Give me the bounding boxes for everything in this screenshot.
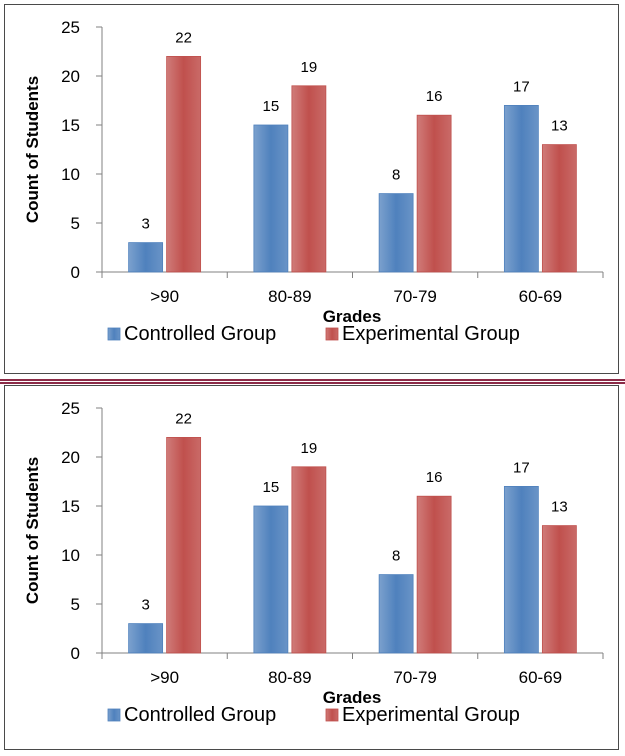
data-label: 19 [301,440,318,457]
bar-experimental [541,525,577,654]
bar-chart-top: 0 5 10 15 20 25 Count of Students >90 3 22 80-89 15… [23,18,604,345]
y-tick-label: 20 [61,67,80,86]
bar-experimental [166,437,202,654]
legend-swatch-controlled [107,708,121,722]
bar-controlled [378,574,414,654]
x-tick-label: 60-69 [519,287,562,306]
bar-experimental [541,144,577,273]
legend-swatch-experimental [325,708,339,722]
legend-label-experimental: Experimental Group [342,323,520,345]
bar-controlled [253,124,289,273]
y-tick-label: 15 [61,497,80,516]
y-tick-label: 10 [61,546,80,565]
bar-controlled [253,505,289,654]
data-label: 17 [513,78,530,95]
data-label: 15 [263,479,280,496]
y-tick-label: 0 [71,263,80,282]
legend-label-controlled: Controlled Group [124,704,276,726]
data-label: 17 [513,459,530,476]
bar-experimental [416,495,452,654]
legend-swatch-controlled [107,327,121,341]
data-label: 8 [392,167,400,184]
data-label: 16 [426,88,443,105]
y-tick-label: 10 [61,165,80,184]
bar-controlled [128,623,164,654]
y-tick-label: 15 [61,116,80,135]
data-label: 22 [175,410,192,427]
data-label: 3 [141,597,149,614]
data-label: 16 [426,469,443,486]
data-label: 8 [392,548,400,565]
x-axis-title: Grades [323,688,382,707]
legend-label-experimental: Experimental Group [342,704,520,726]
legend-label-controlled: Controlled Group [124,323,276,345]
x-tick-label: 80-89 [268,668,311,687]
bar-experimental [291,466,327,654]
divider-line-lower [0,382,625,384]
y-tick-label: 20 [61,448,80,467]
x-tick-label: >90 [150,287,179,306]
x-tick-label: 70-79 [393,668,436,687]
legend-swatch-experimental [325,327,339,341]
data-label: 22 [175,29,192,46]
bar-controlled [128,242,164,273]
data-label: 13 [551,118,568,135]
bar-controlled [503,486,539,654]
chart-panel-bottom: 0 5 10 15 20 25 Count of Students >90 3 22 80-89 15… [4,385,619,750]
bar-experimental [291,85,327,273]
data-label: 13 [551,499,568,516]
bar-experimental [416,114,452,273]
bar-chart-bottom: 0 5 10 15 20 25 Count of Students >90 3 22 80-89 15… [23,399,604,726]
data-label: 15 [263,98,280,115]
data-label: 19 [301,59,318,76]
y-tick-label: 0 [71,644,80,663]
bar-experimental [166,56,202,273]
y-tick-label: 25 [61,399,80,418]
y-tick-label: 5 [71,214,80,233]
bar-controlled [503,105,539,273]
y-axis-title: Count of Students [23,457,42,604]
chart-panel-top: 0 5 10 15 20 25 Count of Students >90 3 22 80-89 15… [4,4,619,374]
bar-controlled [378,193,414,273]
x-tick-label: 60-69 [519,668,562,687]
x-tick-label: >90 [150,668,179,687]
y-tick-label: 25 [61,18,80,37]
x-axis-title: Grades [323,307,382,326]
y-tick-label: 5 [71,595,80,614]
x-tick-label: 80-89 [268,287,311,306]
x-tick-label: 70-79 [393,287,436,306]
divider-line-upper [0,379,625,381]
data-label: 3 [141,216,149,233]
y-axis-title: Count of Students [23,76,42,223]
